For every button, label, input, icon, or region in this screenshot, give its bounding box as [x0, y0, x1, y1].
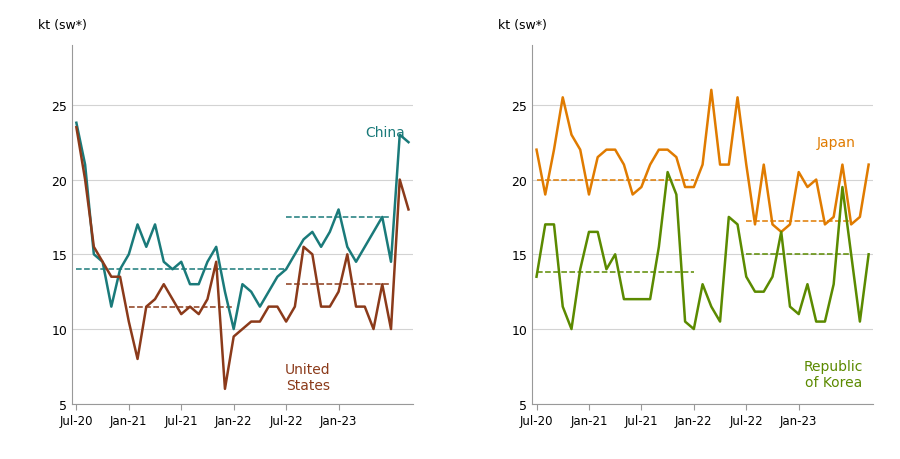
Text: China: China [364, 125, 404, 140]
Text: Republic
of Korea: Republic of Korea [804, 359, 863, 389]
Text: United
States: United States [285, 362, 331, 392]
Text: Japan: Japan [816, 136, 855, 150]
Text: kt (sw*): kt (sw*) [38, 19, 86, 32]
Text: kt (sw*): kt (sw*) [498, 19, 547, 32]
